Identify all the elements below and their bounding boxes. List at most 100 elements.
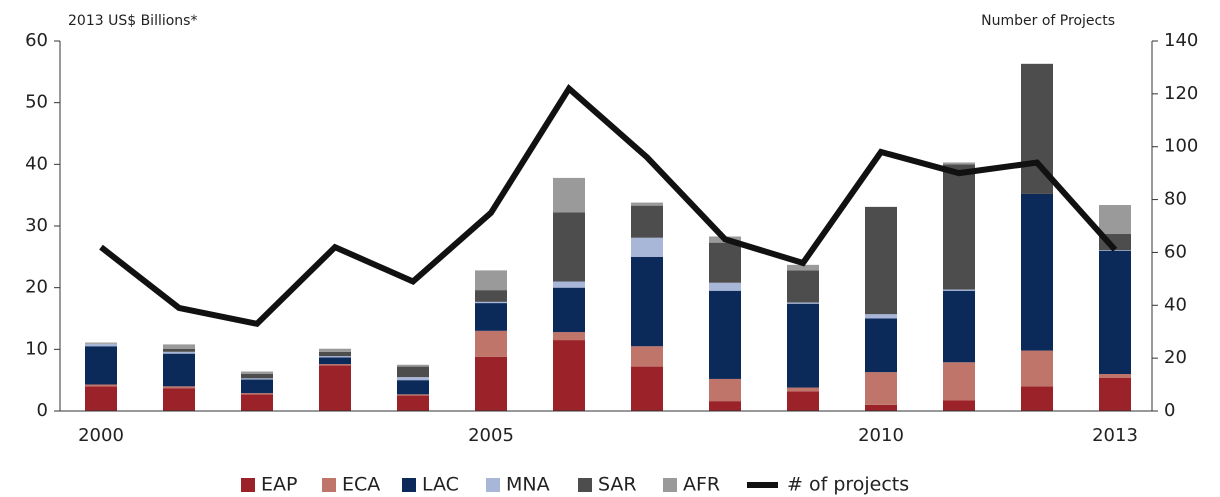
bar-segment xyxy=(241,374,273,379)
y-tick-label: 50 xyxy=(25,92,48,113)
bar-segment xyxy=(709,242,741,283)
y-tick-label: 60 xyxy=(25,30,48,51)
bar-segment xyxy=(475,270,507,291)
bar-segment xyxy=(631,202,663,206)
bar-segment xyxy=(163,388,195,411)
bar-segment xyxy=(865,372,897,405)
bar-segment xyxy=(319,365,351,411)
bar-segment xyxy=(397,394,429,396)
y-axis-title: 2013 US$ Billions* xyxy=(68,13,197,29)
bar-segment xyxy=(163,344,195,349)
bar-segment xyxy=(241,371,273,374)
bar-segment xyxy=(865,314,897,319)
bar-segment xyxy=(241,393,273,395)
y2-tick-label: 20 xyxy=(1164,347,1187,368)
bar-segment xyxy=(475,290,507,302)
legend-swatch xyxy=(486,478,500,492)
bar-segment xyxy=(475,330,507,357)
bar-segment xyxy=(241,378,273,380)
legend-swatch xyxy=(747,482,778,488)
bar-segment xyxy=(241,379,273,394)
bar-segment xyxy=(553,287,585,333)
bar-segment xyxy=(1021,386,1053,411)
bar-segment xyxy=(319,351,351,357)
x-tick-label: 2013 xyxy=(1092,425,1138,446)
y2-tick-label: 60 xyxy=(1164,241,1187,262)
bar-segment xyxy=(319,357,351,365)
y2-tick-label: 100 xyxy=(1164,136,1198,157)
bar-segment xyxy=(319,356,351,358)
bar-segment xyxy=(553,212,585,282)
bar-segment xyxy=(553,332,585,341)
bar-segment xyxy=(631,256,663,347)
bar-segment xyxy=(475,303,507,331)
bar-segment xyxy=(787,387,819,392)
bar-segment xyxy=(553,340,585,411)
bar-segment xyxy=(553,177,585,213)
bar-segment xyxy=(1021,193,1053,351)
bar-segment xyxy=(85,386,117,411)
legend-swatch xyxy=(578,478,592,492)
bar-segment xyxy=(1099,250,1131,374)
legend-label: SAR xyxy=(598,474,637,496)
y-tick-label: 40 xyxy=(25,153,48,174)
legend-label: # of projects xyxy=(787,474,909,496)
bar-segment xyxy=(865,206,897,315)
bar-segment xyxy=(397,380,429,395)
bar-segment xyxy=(709,378,741,402)
y2-tick-label: 0 xyxy=(1164,400,1175,421)
y-tick-label: 0 xyxy=(37,400,48,421)
bar-segment xyxy=(1099,250,1131,251)
y2-axis-title: Number of Projects xyxy=(981,13,1115,29)
legend-label: AFR xyxy=(683,474,720,496)
bar-segment xyxy=(787,303,819,388)
bar-segment xyxy=(865,404,897,411)
line-series xyxy=(99,83,1118,328)
bar-segment xyxy=(865,318,897,373)
bar-segment xyxy=(943,289,975,291)
x-tick-label: 2010 xyxy=(858,425,904,446)
legend-swatch xyxy=(402,478,416,492)
legend-label: LAC xyxy=(422,474,459,496)
bar-segment xyxy=(475,356,507,411)
bar-segment xyxy=(397,366,429,378)
bar-segment xyxy=(163,353,195,387)
bar-segment xyxy=(1021,350,1053,387)
y-tick-label: 10 xyxy=(25,338,48,359)
bar-segment xyxy=(787,302,819,304)
bar-segment xyxy=(85,343,117,347)
bar-segment xyxy=(631,237,663,257)
bar-segment xyxy=(709,290,741,379)
legend-label: EAP xyxy=(261,474,297,496)
bar-segment xyxy=(787,264,819,271)
bar-segment xyxy=(397,364,429,367)
bar-segment xyxy=(943,290,975,363)
bar-segment xyxy=(943,164,975,290)
bar-segment xyxy=(709,401,741,411)
y-tick-label: 20 xyxy=(25,277,48,298)
bar-segment xyxy=(1099,377,1131,411)
bar-segment xyxy=(319,348,351,352)
x-tick-label: 2000 xyxy=(78,425,124,446)
y2-tick-label: 140 xyxy=(1164,30,1198,51)
x-tick-label: 2005 xyxy=(468,425,514,446)
bar-segment xyxy=(1099,374,1131,378)
y2-tick-label: 120 xyxy=(1164,83,1198,104)
bar-segment xyxy=(631,346,663,367)
bar-segment xyxy=(787,270,819,303)
bar-segment xyxy=(943,162,975,165)
bar-segment xyxy=(943,362,975,401)
bar-segment xyxy=(85,384,117,387)
bar-segment xyxy=(319,364,351,366)
bar-segment xyxy=(163,386,195,389)
bar-segment xyxy=(709,282,741,291)
bar-segment xyxy=(397,395,429,411)
y2-tick-label: 40 xyxy=(1164,294,1187,315)
bar-segment xyxy=(85,346,117,385)
legend-swatch xyxy=(663,478,677,492)
bar-segment xyxy=(787,391,819,411)
bar-segment xyxy=(85,342,117,344)
bar-segment xyxy=(241,394,273,411)
legend-label: ECA xyxy=(342,474,380,496)
legend-swatch xyxy=(322,478,336,492)
